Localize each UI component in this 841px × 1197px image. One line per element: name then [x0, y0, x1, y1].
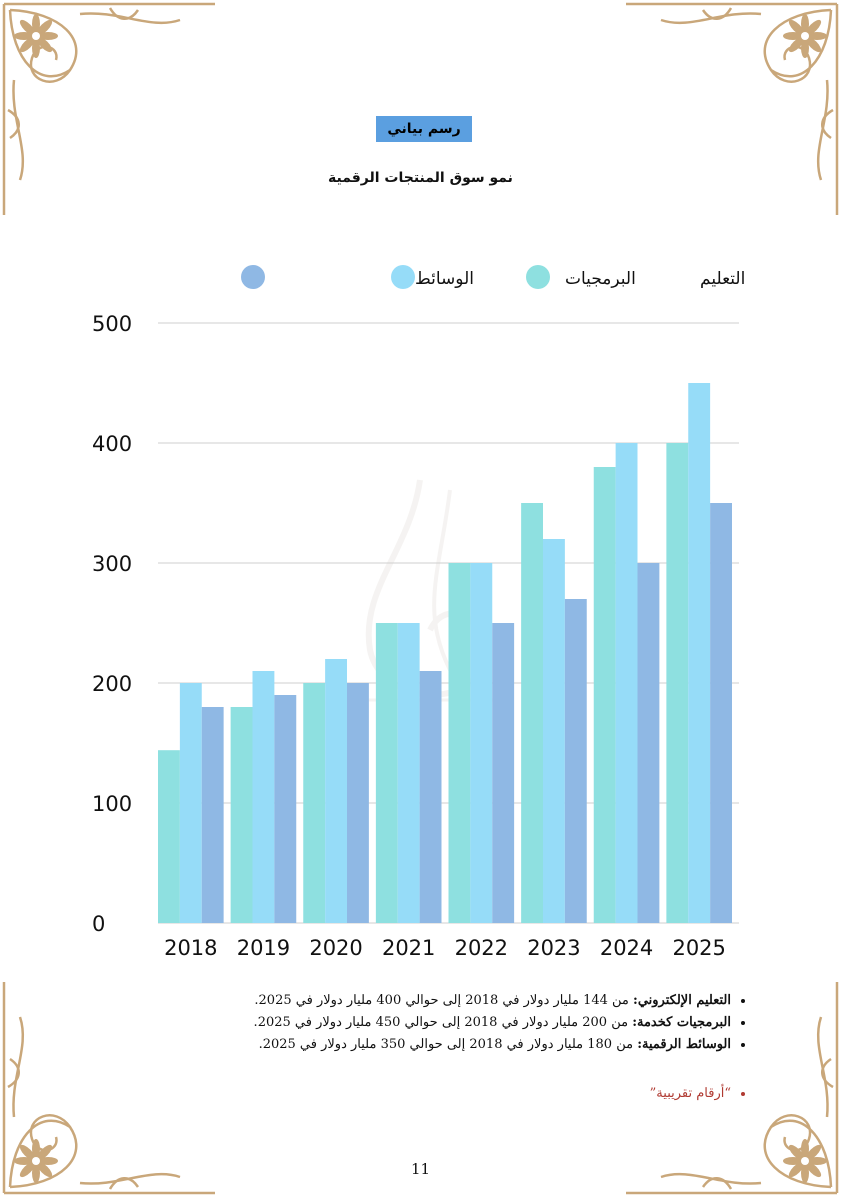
page-number: 11	[410, 1160, 431, 1178]
bar	[252, 671, 275, 923]
approx-note-text: “أرقام تقريبية”	[650, 1086, 731, 1101]
x-tick-label: 2020	[309, 936, 362, 960]
y-tick-label: 0	[92, 912, 105, 936]
notes-list: التعليم الإلكتروني: من 144 مليار دولار ف…	[147, 990, 747, 1056]
bar	[637, 563, 660, 923]
bar	[179, 683, 202, 923]
bar	[543, 539, 565, 923]
bar	[274, 695, 297, 923]
x-tick-label: 2022	[455, 936, 508, 960]
note-item: التعليم الإلكتروني: من 144 مليار دولار ف…	[147, 990, 731, 1012]
bar	[325, 659, 347, 923]
bar	[710, 503, 732, 923]
y-tick-label: 500	[92, 312, 132, 336]
bar	[397, 623, 420, 923]
note-label: البرمجيات كخدمة:	[632, 1015, 731, 1030]
note-label: التعليم الإلكتروني:	[633, 993, 731, 1008]
bar	[230, 707, 253, 923]
note-text: من 200 مليار دولار في 2018 إلى حوالي 450…	[253, 1015, 633, 1030]
legend-swatch	[526, 265, 550, 289]
bar	[521, 503, 543, 923]
bar	[564, 599, 587, 923]
y-tick-label: 400	[92, 432, 132, 456]
bar	[158, 750, 180, 923]
note-item: البرمجيات كخدمة: من 200 مليار دولار في 2…	[147, 1012, 731, 1034]
bar	[375, 623, 398, 923]
bar-chart: 0 100 200 300 400 500 2018 2019 2020 2021 2022 2023…	[92, 265, 745, 960]
corner-ornament-bottom-right	[626, 982, 839, 1195]
x-tick-label: 2024	[600, 936, 653, 960]
section-badge: رسم بياني	[376, 116, 472, 142]
bar	[593, 467, 616, 923]
bar	[666, 443, 689, 923]
bar	[303, 683, 326, 923]
note-text: من 180 مليار دولار في 2018 إلى حوالي 350…	[258, 1037, 638, 1052]
approx-note: “أرقام تقريبية”	[650, 1086, 747, 1101]
corner-ornament-top-left	[2, 2, 215, 215]
note-item: الوسائط الرقمية: من 180 مليار دولار في 2…	[147, 1034, 731, 1056]
bar	[615, 443, 638, 923]
legend-label: البرمجيات	[565, 269, 636, 289]
y-tick-label: 200	[92, 672, 132, 696]
legend-label: الوسائط	[415, 269, 474, 289]
bar	[688, 383, 711, 923]
legend-label: التعليم	[700, 269, 745, 289]
x-tick-label: 2018	[164, 936, 217, 960]
bar	[470, 563, 493, 923]
note-label: الوسائط الرقمية:	[637, 1037, 731, 1052]
corner-ornament-top-right	[626, 2, 839, 215]
bar	[448, 563, 471, 923]
bar	[419, 671, 442, 923]
legend-swatch	[391, 265, 415, 289]
bar	[492, 623, 515, 923]
note-text: من 144 مليار دولار في 2018 إلى حوالي 400…	[254, 993, 634, 1008]
y-tick-label: 100	[92, 792, 132, 816]
x-tick-label: 2025	[672, 936, 725, 960]
corner-ornament-bottom-left	[2, 982, 215, 1195]
y-tick-label: 300	[92, 552, 132, 576]
x-tick-label: 2019	[237, 936, 290, 960]
bar	[201, 707, 224, 923]
x-tick-label: 2023	[527, 936, 580, 960]
x-tick-label: 2021	[382, 936, 435, 960]
legend-swatch	[241, 265, 265, 289]
chart-heading: نمو سوق المنتجات الرقمية	[328, 170, 513, 186]
bar	[347, 683, 369, 923]
